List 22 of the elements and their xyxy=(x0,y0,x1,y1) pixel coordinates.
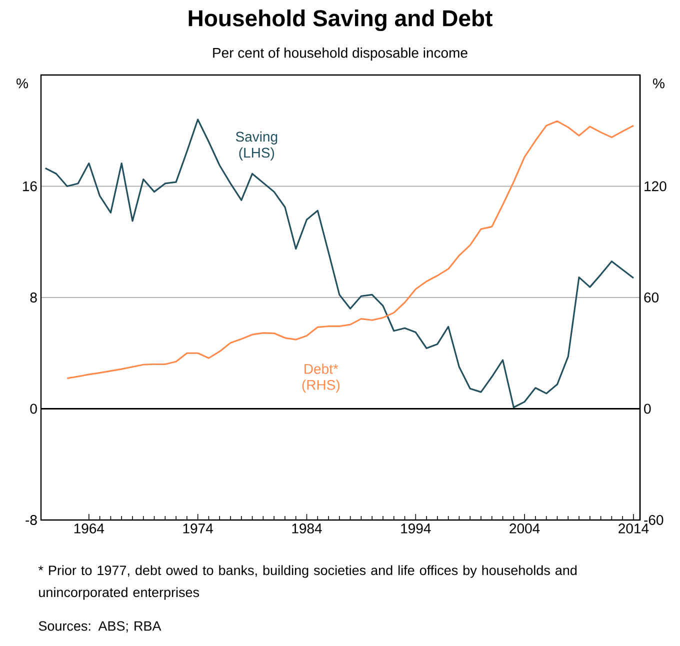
x-tick-label: 1964 xyxy=(74,524,104,534)
x-tick-label: 1974 xyxy=(183,524,213,534)
chart-subtitle: Per cent of household disposable income xyxy=(213,48,468,61)
y-tick-label: 16 xyxy=(22,181,37,192)
series-label: Debt* (RHS) xyxy=(302,364,340,393)
y2-tick-label: 120 xyxy=(644,181,666,192)
y-tick-label: 8 xyxy=(30,292,37,302)
x-tick-label: 1984 xyxy=(292,524,322,534)
y2-axis-title: % xyxy=(653,78,664,88)
x-tick-label: 2014 xyxy=(618,524,649,534)
y-tick-label: -8 xyxy=(26,515,37,525)
series-label: Saving (LHS) xyxy=(236,131,278,160)
y2-tick-label: 0 xyxy=(644,404,651,414)
y-tick-label: 0 xyxy=(30,404,37,414)
y2-tick-label: 60 xyxy=(644,292,659,302)
text: * Prior to 1977, debt owed to banks, building societies and life offices by households and unincorporated enterprises xyxy=(38,565,577,600)
x-tick-label: 1994 xyxy=(401,524,431,534)
y-axis-title: % xyxy=(16,78,28,88)
x-tick-label: 2004 xyxy=(510,524,540,534)
source-note: Sources: ABS; RBA xyxy=(38,621,162,632)
y2-tick-label: -60 xyxy=(644,515,664,525)
chart-title: Household Saving and Debt xyxy=(188,10,492,32)
